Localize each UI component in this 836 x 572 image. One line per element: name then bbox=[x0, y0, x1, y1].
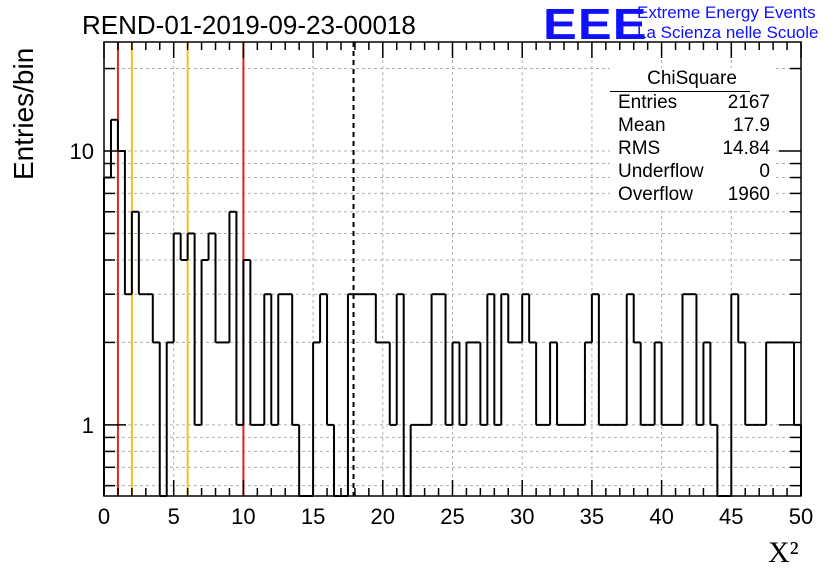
grid-lines bbox=[104, 42, 801, 496]
y-axis-label: Entries/bin bbox=[8, 47, 39, 180]
x-tick-label: 40 bbox=[649, 504, 673, 529]
stats-value: 1960 bbox=[727, 184, 770, 205]
x-axis-ticks: 0 5 10 15 20 25 30 35 40 45 50 bbox=[98, 42, 813, 529]
stats-label: RMS bbox=[618, 138, 661, 159]
histogram-bars bbox=[103, 118, 802, 497]
x-tick-label: 45 bbox=[719, 504, 743, 529]
x-tick-label: 50 bbox=[789, 504, 813, 529]
logo-line-2: La Scienza nelle Scuole bbox=[637, 23, 819, 42]
stats-label: Underflow bbox=[618, 161, 704, 182]
x-tick-label: 35 bbox=[580, 504, 604, 529]
stats-row-entries: Entries 2167 bbox=[618, 92, 770, 115]
stats-value: 0 bbox=[759, 161, 770, 182]
stats-divider bbox=[610, 91, 750, 92]
stats-title: ChiSquare bbox=[647, 68, 737, 89]
x-tick-label: 0 bbox=[98, 504, 110, 529]
x-tick-label: 20 bbox=[371, 504, 395, 529]
x-tick-label: 5 bbox=[168, 504, 180, 529]
stats-label: Overflow bbox=[618, 184, 693, 205]
eee-logo-mark: EEE bbox=[543, 0, 648, 49]
x-axis-label: X² bbox=[768, 536, 799, 569]
stats-row-overflow: Overflow 1960 bbox=[618, 184, 770, 207]
y-tick-label: 10 bbox=[70, 139, 94, 164]
stats-value: 14.84 bbox=[722, 138, 770, 159]
stats-row-mean: Mean 17.9 bbox=[618, 115, 770, 138]
stats-label: Entries bbox=[618, 92, 678, 113]
y-axis-ticks: 1 10 bbox=[70, 67, 801, 487]
x-tick-label: 10 bbox=[231, 504, 255, 529]
x-tick-label: 25 bbox=[440, 504, 464, 529]
x-tick-label: 30 bbox=[510, 504, 534, 529]
stats-box: ChiSquare Entries 2167 Mean 17.9 RMS 14.… bbox=[610, 68, 774, 210]
stats-row-underflow: Underflow 0 bbox=[618, 161, 770, 184]
stats-value: 17.9 bbox=[733, 115, 770, 136]
stats-value: 2167 bbox=[727, 92, 770, 113]
logo-line-1: Extreme Energy Events bbox=[637, 3, 816, 22]
stats-label: Mean bbox=[618, 115, 666, 136]
chart-title: REND-01-2019-09-23-00018 bbox=[82, 10, 416, 40]
y-tick-label: 1 bbox=[82, 413, 94, 438]
x-tick-label: 15 bbox=[301, 504, 325, 529]
stats-row-rms: RMS 14.84 bbox=[618, 138, 770, 161]
